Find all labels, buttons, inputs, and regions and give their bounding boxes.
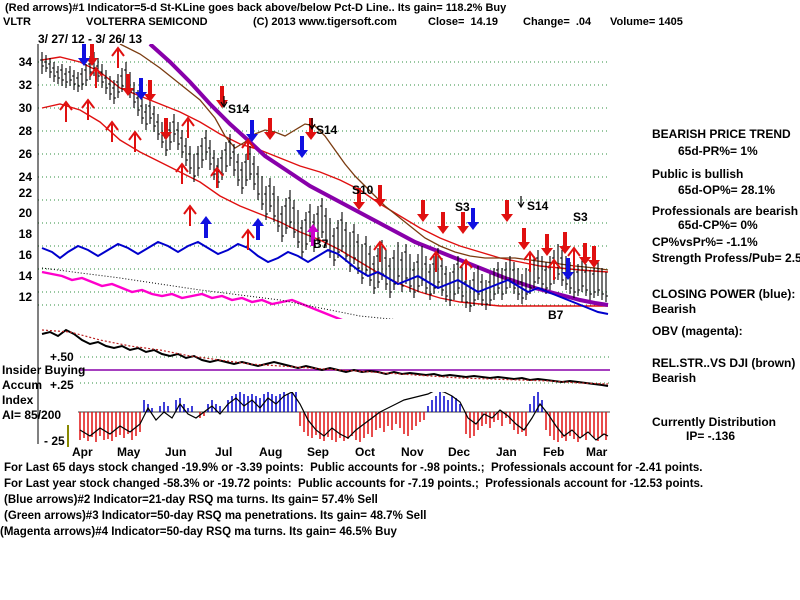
relstr-red-dotted-line: [41, 329, 609, 385]
bearish-price-trend-value: 65d-PR%= 1%: [678, 144, 758, 158]
blue-up-arrows: [200, 216, 264, 240]
footer-indicator-3: (Green arrows)#3 Indicator=50-day RSQ ma…: [4, 510, 427, 522]
red-up-arrows: [59, 46, 581, 280]
y-tick-26: 26: [18, 147, 32, 161]
index-label: Index: [2, 393, 34, 407]
x-tick-oct: Oct: [355, 445, 376, 459]
close-price: Close= 14.19: [428, 16, 499, 28]
distribution-title: Currently Distribution: [652, 415, 777, 429]
ticker-symbol: VLTR: [3, 16, 31, 28]
annotation-s14-3: S14: [527, 199, 549, 213]
copyright-notice: (C) 2013 www.tigersoft.com: [253, 16, 397, 28]
relstr-panel-group: [41, 328, 610, 387]
x-tick-may: May: [117, 445, 141, 459]
annotation-b7-mid: B7: [313, 237, 329, 251]
red-down-arrows: [86, 44, 600, 268]
accum-min-label: - 25: [44, 434, 65, 448]
y-tick-14: 14: [18, 269, 32, 283]
professionals-sentiment-title: Professionals are bearish: [652, 204, 799, 218]
x-tick-mar: Mar: [586, 445, 608, 459]
x-tick-aug: Aug: [259, 445, 283, 459]
cp-vs-pr-value: CP%vsPr%= -1.1%: [652, 235, 758, 249]
y-tick-22: 22: [18, 186, 32, 200]
accumulation-panel-group: [78, 392, 610, 442]
company-name: VOLTERRA SEMICOND: [86, 16, 208, 28]
footer-last-year: For Last year stock changed -58.3% or -1…: [4, 478, 704, 490]
relstr-tick-plus25: +.25: [50, 378, 74, 392]
ai-value-label: AI= 85/200: [2, 408, 62, 422]
y-tick-18: 18: [18, 227, 32, 241]
relstr-black-line: [41, 328, 609, 387]
obv-line: [41, 270, 343, 319]
annotation-b7-low: B7: [548, 308, 564, 322]
x-tick-jun: Jun: [165, 445, 187, 459]
annotation-pointers: [220, 96, 525, 209]
y-tick-34: 34: [18, 55, 32, 69]
x-tick-jul: Jul: [215, 445, 233, 459]
closing-power-value: Bearish: [652, 302, 697, 316]
accum-overlay-line: [79, 392, 609, 441]
closing-power-title: CLOSING POWER (blue):: [652, 287, 796, 301]
y-tick-12: 12: [18, 290, 32, 304]
professionals-sentiment-value: 65d-CP%= 0%: [678, 218, 758, 232]
price-change: Change= .04: [523, 16, 592, 28]
signal-arrows: [59, 44, 600, 280]
y-tick-32: 32: [18, 78, 32, 92]
volume: Volume= 1405: [610, 16, 683, 28]
footer-65-days: For Last 65 days stock changed -19.9% or…: [4, 462, 703, 474]
y-tick-20: 20: [18, 206, 32, 220]
magenta-up-arrow: [307, 224, 319, 246]
accum-label: Accum: [2, 378, 43, 392]
x-tick-dec: Dec: [448, 445, 471, 459]
x-tick-nov: Nov: [401, 445, 424, 459]
x-tick-sep: Sep: [307, 445, 330, 459]
upper-band-line: [41, 56, 609, 273]
footer-indicator-4: (Magenta arrows)#4 Indicator=50-day RSQ …: [0, 526, 397, 538]
obv-title: OBV (magenta):: [652, 324, 743, 338]
public-sentiment-title: Public is bullish: [652, 167, 744, 181]
x-tick-apr: Apr: [72, 445, 93, 459]
annotation-s3-2: S3: [573, 210, 588, 224]
x-tick-jan: Jan: [496, 445, 517, 459]
y-tick-30: 30: [18, 101, 32, 115]
x-tick-feb: Feb: [543, 445, 565, 459]
annotation-s14-1: S14: [228, 102, 250, 116]
price-gridlines: [38, 61, 610, 306]
strength-profess-pub: Strength Profess/Pub= 2.5: [652, 251, 800, 265]
distribution-value: IP= -.136: [686, 429, 736, 443]
bearish-price-trend-title: BEARISH PRICE TREND: [652, 127, 791, 141]
y-tick-16: 16: [18, 248, 32, 262]
y-tick-28: 28: [18, 124, 32, 138]
annotation-s10: S10: [352, 183, 374, 197]
blue-down-arrows: [78, 44, 574, 280]
price-series-group: [40, 44, 609, 319]
footer-indicator-2: (Blue arrows)#2 Indicator=21-day RSQ ma …: [4, 494, 378, 506]
insider-buying-label: Insider Buying: [2, 363, 86, 377]
annotation-s3-1: S3: [455, 200, 470, 214]
relstr-title: REL.STR..VS DJI (brown): [652, 356, 796, 370]
closing-power-line: [41, 240, 609, 315]
relstr-tick-plus50: +.50: [50, 350, 74, 364]
annotation-s14-2: S14: [316, 123, 338, 137]
lower-band-line: [41, 103, 608, 307]
public-sentiment-value: 65d-OP%= 28.1%: [678, 183, 776, 197]
indicator-1-headline: (Red arrows)#1 Indicator=5-d St-KLine go…: [5, 2, 507, 14]
date-range: 3/ 27/ 12 - 3/ 26/ 13: [38, 32, 143, 46]
relstr-value: Bearish: [652, 371, 697, 385]
y-tick-24: 24: [18, 170, 32, 184]
